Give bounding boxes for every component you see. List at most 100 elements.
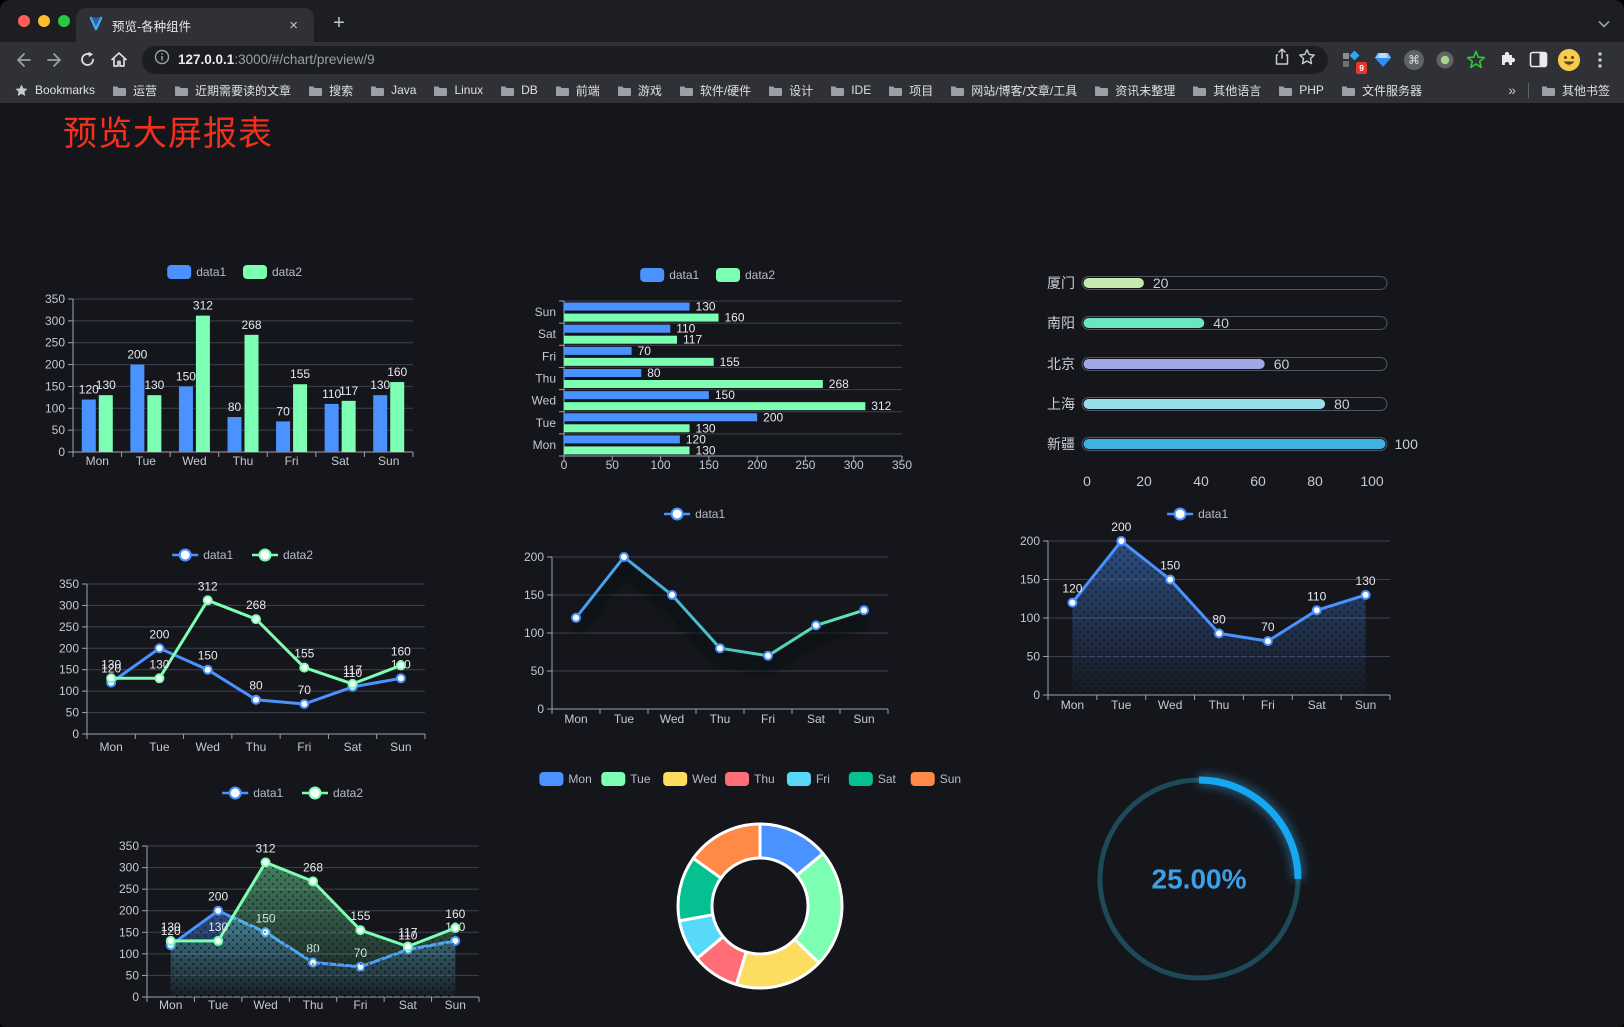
bookmark-folder-item[interactable]: 项目 [888,82,933,99]
chart-capsule-bar[interactable]: 厦门 20 南阳 40 北京 60 上海 80 新疆 100 0 20 40 60 80 100 [1000,253,1420,498]
bookmark-folder-item[interactable]: 设计 [768,82,813,99]
svg-text:70: 70 [298,683,312,697]
site-info-icon[interactable] [154,49,170,70]
svg-text:155: 155 [350,909,370,923]
svg-text:厦门: 厦门 [1047,275,1075,291]
svg-text:312: 312 [193,299,213,313]
chart-area-single[interactable]: 0 50 100 150 200 Mon Tue Wed Thu Fri Sat Sun 120 200 1… [1010,498,1410,718]
svg-text:200: 200 [1020,534,1040,548]
svg-text:100: 100 [45,401,65,415]
svg-text:155: 155 [720,355,740,369]
svg-text:北京: 北京 [1047,356,1075,372]
bookmark-folder-item[interactable]: 网站/博客/文章/工具 [950,82,1077,99]
bookmark-folder-item[interactable]: Linux [433,82,483,99]
tab-close-icon[interactable]: × [289,16,298,34]
new-tab-button[interactable]: + [333,12,345,34]
svg-text:130: 130 [96,378,116,392]
svg-text:120: 120 [161,924,181,938]
page-content: 预览大屏报表 0 50 100 150 200 250 300 350 Mon Tue Wed Thu… [0,103,1624,1027]
svg-text:200: 200 [747,458,767,472]
extension-gem-icon[interactable] [1371,48,1395,72]
bookmark-folder-item[interactable]: 近期需要读的文章 [174,82,291,99]
chart-line-dual[interactable]: 0 50 100 150 200 250 300 350 Mon Tue Wed Thu Fri Sat S… [40,533,430,763]
back-button[interactable] [8,46,38,74]
bookmark-folder-item[interactable]: 运营 [112,82,157,99]
chart-horizontal-bar[interactable]: Sun Sat Fri Thu Wed Tue Mon 0 50 100 150 200 250 300 3… [500,253,920,481]
bookmark-folder-item[interactable]: 软件/硬件 [679,82,751,99]
browser-tab-active[interactable]: 预览-各种组件 × [76,8,314,42]
bookmark-folder-item[interactable]: DB [500,82,538,99]
tab-search-chevron-icon[interactable] [1598,15,1610,33]
chart-legend[interactable]: data1 [664,507,725,521]
svg-text:Thu: Thu [710,712,731,726]
menu-kebab-icon[interactable] [1588,48,1612,72]
side-panel-icon[interactable] [1526,48,1550,72]
svg-text:110: 110 [676,322,695,336]
svg-text:20: 20 [1136,473,1152,489]
folder-icon [679,86,693,96]
share-icon[interactable] [1274,48,1290,71]
svg-text:Fri: Fri [285,454,299,468]
svg-text:200: 200 [45,358,65,372]
bookmark-folder-item[interactable]: PHP [1278,82,1324,99]
minimize-window-button[interactable] [38,15,50,27]
extensions-puzzle-icon[interactable] [1495,48,1519,72]
svg-text:100: 100 [651,458,671,472]
svg-text:data1: data1 [669,268,699,282]
bookmark-folder-item[interactable]: 资讯未整理 [1094,82,1175,99]
chart-line-gradient[interactable]: 0 50 100 150 200 Mon Tue Wed Thu Fri Sat Sun data1 [500,503,895,731]
svg-text:80: 80 [647,366,661,380]
maximize-window-button[interactable] [58,15,70,27]
svg-text:130: 130 [144,378,164,392]
bookmark-folder-item[interactable]: 前端 [555,82,600,99]
bookmark-star-icon[interactable] [1298,48,1316,71]
extension-green-star-icon[interactable] [1464,48,1488,72]
other-bookmarks-folder[interactable]: 其他书签 [1541,82,1610,99]
extension-command-icon[interactable]: ⌘ [1402,48,1426,72]
bookmark-folder-item[interactable]: 游戏 [617,82,662,99]
chart-legend[interactable]: Mon Tue Wed Thu Fri Sat Sun [539,772,961,786]
svg-text:Wed: Wed [532,394,556,408]
svg-text:250: 250 [45,336,65,350]
chart-legend[interactable]: data1 data2 [640,268,775,282]
reload-button[interactable] [72,46,102,74]
chart-legend[interactable]: data1 data2 [222,786,363,800]
bookmark-folder-item[interactable]: 其他语言 [1192,82,1261,99]
svg-text:200: 200 [59,641,79,655]
chart-legend[interactable]: data1 data2 [167,265,302,279]
bookmark-folder-item[interactable]: 搜索 [308,82,353,99]
chart-legend[interactable]: data1 data2 [172,548,313,562]
svg-text:70: 70 [1261,620,1275,634]
close-window-button[interactable] [18,15,30,27]
svg-text:130: 130 [1356,574,1376,588]
browser-toolbar: 127.0.0.1:3000/#/chart/preview/9 9 ⌘ [0,42,1624,77]
svg-text:Sat: Sat [1308,698,1327,712]
chart-donut[interactable]: Mon Tue Wed Thu Fri Sat Sun [539,763,961,1003]
bookmarks-label-item[interactable]: Bookmarks [14,83,95,98]
svg-text:80: 80 [1334,396,1350,412]
bookmarks-overflow-chevron[interactable]: » [1508,82,1516,98]
chart-grouped-bar[interactable]: 0 50 100 150 200 250 300 350 Mon Tue Wed Thu Fri Sat S… [35,248,425,478]
profile-avatar[interactable] [1557,48,1581,72]
chart-area-dual[interactable]: 0 50 100 150 200 250 300 350 Mon Tue Wed Thu Fri Sat S… [95,778,495,1018]
svg-text:Wed: Wed [1158,698,1182,712]
home-button[interactable] [104,46,134,74]
forward-button[interactable] [40,46,70,74]
svg-text:Sat: Sat [538,327,557,341]
chart-gauge-progress[interactable]: 25.00% [1089,768,1311,990]
url-text[interactable]: 127.0.0.1:3000/#/chart/preview/9 [178,52,375,67]
bookmark-folder-item[interactable]: 文件服务器 [1341,82,1422,99]
bookmark-folder-item[interactable]: Java [370,82,416,99]
chart-legend[interactable]: data1 [1167,507,1228,521]
svg-text:200: 200 [763,410,783,424]
svg-text:70: 70 [638,344,652,358]
extension-grid-diamond-icon[interactable]: 9 [1340,48,1367,74]
svg-text:Fri: Fri [1261,698,1275,712]
svg-text:Fri: Fri [297,740,311,754]
svg-text:300: 300 [119,861,139,875]
svg-text:50: 50 [606,458,620,472]
bookmark-folder-item[interactable]: IDE [830,82,871,99]
extension-green-dot-icon[interactable] [1433,48,1457,72]
address-bar[interactable]: 127.0.0.1:3000/#/chart/preview/9 [142,45,1328,74]
svg-text:data2: data2 [283,548,313,562]
